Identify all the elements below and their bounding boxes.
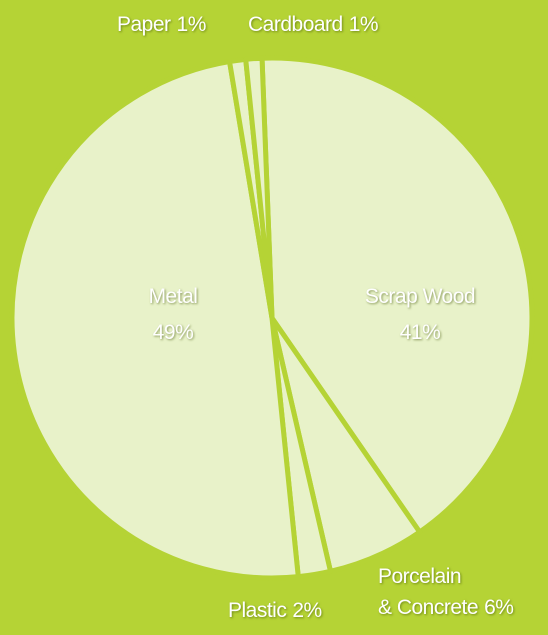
pie-slice [259, 55, 535, 535]
label-value: 6% [484, 596, 513, 619]
label-name: Cardboard [248, 13, 343, 36]
pie-slice [9, 58, 301, 581]
label-name-cont: & Concrete [378, 596, 478, 619]
slice-label: Cardboard 1% [248, 13, 378, 36]
label-name: Paper [117, 13, 171, 36]
slice-label: Metal 49% [149, 285, 198, 344]
label-name: Metal [149, 285, 198, 308]
label-name: Porcelain [378, 565, 461, 588]
slice-label: Plastic 2% [228, 599, 322, 622]
label-value: 49% [153, 321, 194, 344]
label-value: 1% [177, 13, 206, 36]
slice-label: Paper 1% [117, 13, 206, 36]
label-name: Plastic [228, 599, 286, 622]
slice-label: Porcelain & Concrete 6% [378, 565, 513, 619]
pie-slice [243, 55, 275, 321]
label-value: 2% [292, 599, 321, 622]
label-name: Scrap Wood [365, 285, 475, 308]
label-value: 41% [400, 321, 441, 344]
slice-label: Scrap Wood 41% [365, 285, 475, 344]
label-value: 1% [349, 13, 378, 36]
